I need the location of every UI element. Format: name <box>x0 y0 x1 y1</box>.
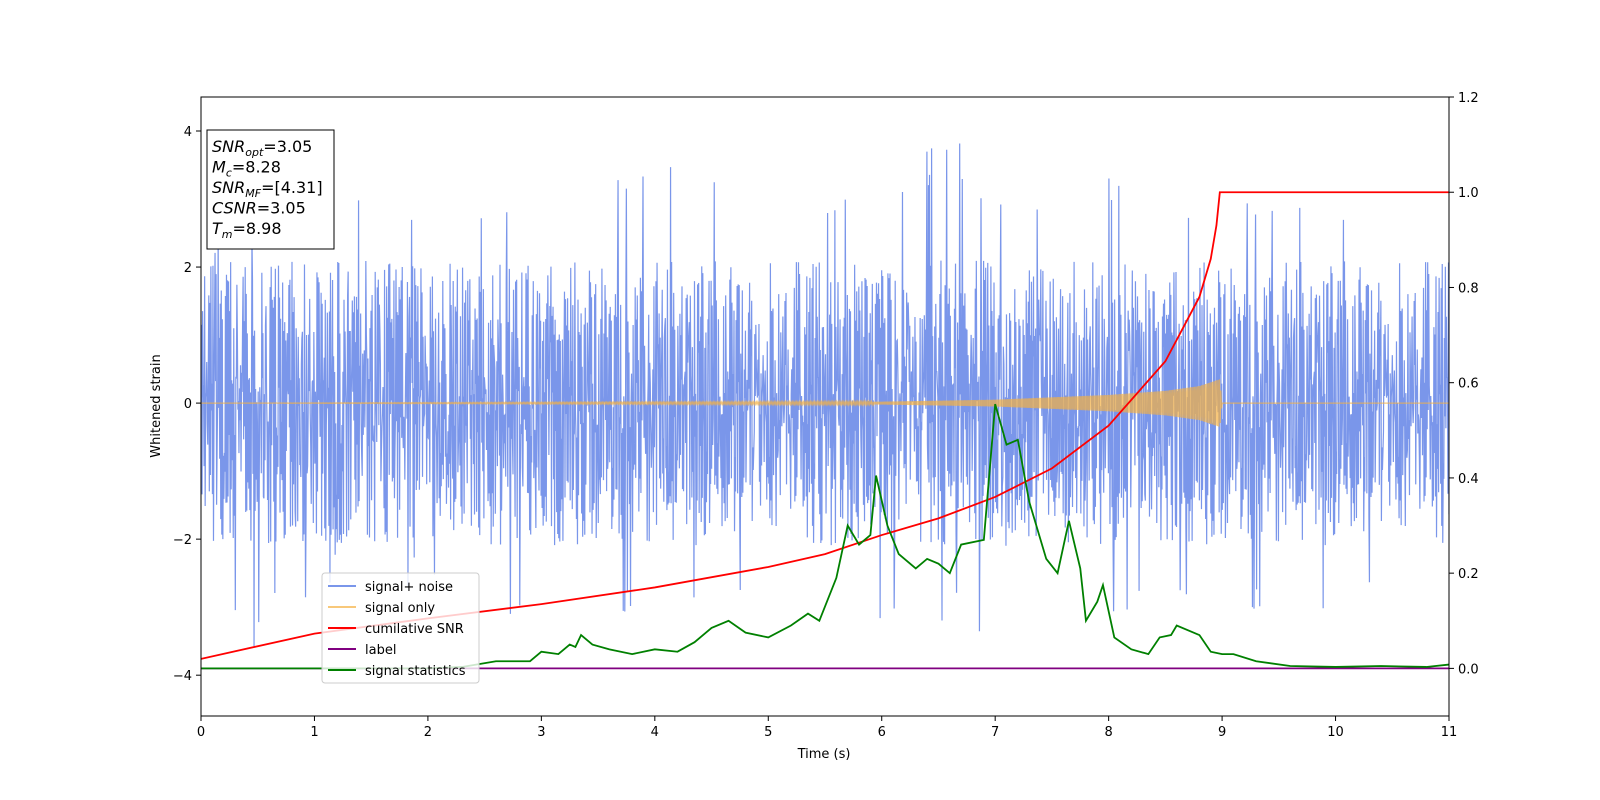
x-tick-label: 9 <box>1218 725 1226 740</box>
legend-label: signal statistics <box>365 664 466 679</box>
series-signal-noise <box>201 143 1449 646</box>
info-line: CSNR=3.05 <box>212 199 306 218</box>
x-tick-label: 5 <box>764 725 772 740</box>
legend-label: signal+ noise <box>365 580 453 595</box>
y-tick-label: 4 <box>184 125 192 140</box>
x-tick-label: 7 <box>991 725 999 740</box>
y-right-tick-label: 0.4 <box>1458 472 1479 487</box>
series-signal-only <box>201 379 1449 427</box>
y-right-tick-label: 1.2 <box>1458 91 1479 106</box>
y-right-tick-label: 0.6 <box>1458 377 1479 392</box>
y-tick-label: −2 <box>173 533 192 548</box>
x-tick-label: 8 <box>1104 725 1112 740</box>
x-tick-label: 1 <box>310 725 318 740</box>
x-tick-label: 3 <box>537 725 545 740</box>
series-cumilative-snr <box>201 191 1449 660</box>
x-tick-label: 4 <box>651 725 659 740</box>
info-line: SNRopt=3.05 <box>212 137 312 159</box>
y-right-tick-label: 1.0 <box>1458 186 1479 201</box>
info-line: SNRMF=[4.31] <box>212 178 323 200</box>
y-tick-label: 0 <box>184 397 192 412</box>
series-signal-statistics <box>201 403 1449 670</box>
x-axis-label: Time (s) <box>797 747 851 762</box>
legend-frame <box>321 572 480 684</box>
y-right-tick-label: 0.8 <box>1458 281 1479 296</box>
y-right-tick-label: 0.2 <box>1458 567 1479 582</box>
legend-label: signal only <box>365 601 435 616</box>
info-line: Tm=8.98 <box>212 219 282 241</box>
info-box: SNRopt=3.05Mc=8.28SNRMF=[4.31]CSNR=3.05T… <box>206 129 335 250</box>
x-tick-label: 6 <box>878 725 886 740</box>
x-tick-label: 2 <box>424 725 432 740</box>
x-tick-label: 10 <box>1327 725 1344 740</box>
x-tick-label: 0 <box>197 725 205 740</box>
info-box-frame <box>206 129 335 250</box>
info-line: Mc=8.28 <box>212 158 281 180</box>
y-tick-label: 2 <box>184 261 192 276</box>
x-tick-label: 11 <box>1441 725 1458 740</box>
y-axis-label: Whitened strain <box>149 354 164 457</box>
plot-frame <box>200 96 1450 717</box>
y-right-tick-label: 0.0 <box>1458 662 1479 677</box>
legend: signal+ noise signal only cumilative SNR la… <box>321 572 480 684</box>
legend-label: cumilative SNR <box>365 622 464 637</box>
legend-label: label <box>365 643 396 658</box>
y-tick-label: −4 <box>173 669 192 684</box>
